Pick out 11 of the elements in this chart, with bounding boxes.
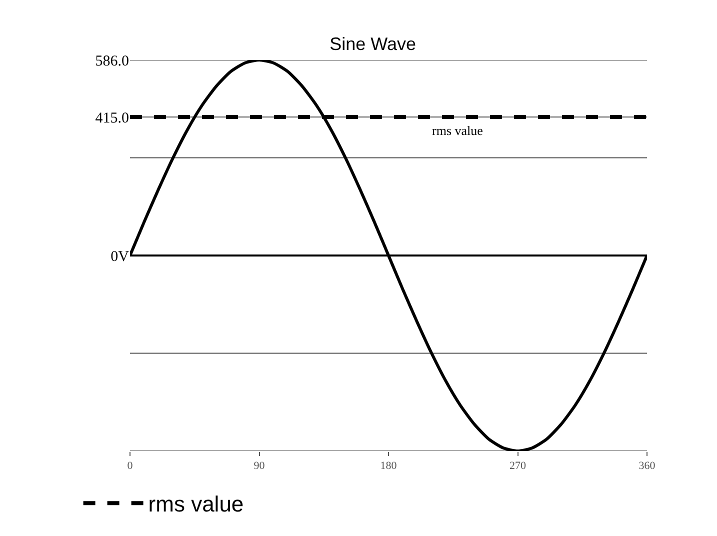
y-tick-label: 0V [110,248,130,265]
x-tick-label: 180 [380,460,398,472]
text: rms value [432,123,483,138]
x-tick-label: 90 [254,460,266,472]
x-tick-label: 270 [510,460,526,472]
x-tick-label: 360 [638,460,656,472]
legend-label: rms value [148,492,244,517]
chart-title: Sine Wave [330,34,416,54]
y-tick-label: 415.0 [95,110,129,126]
y-tick-label: 586.0 [95,53,129,70]
x-tick-label: 0 [127,460,134,472]
